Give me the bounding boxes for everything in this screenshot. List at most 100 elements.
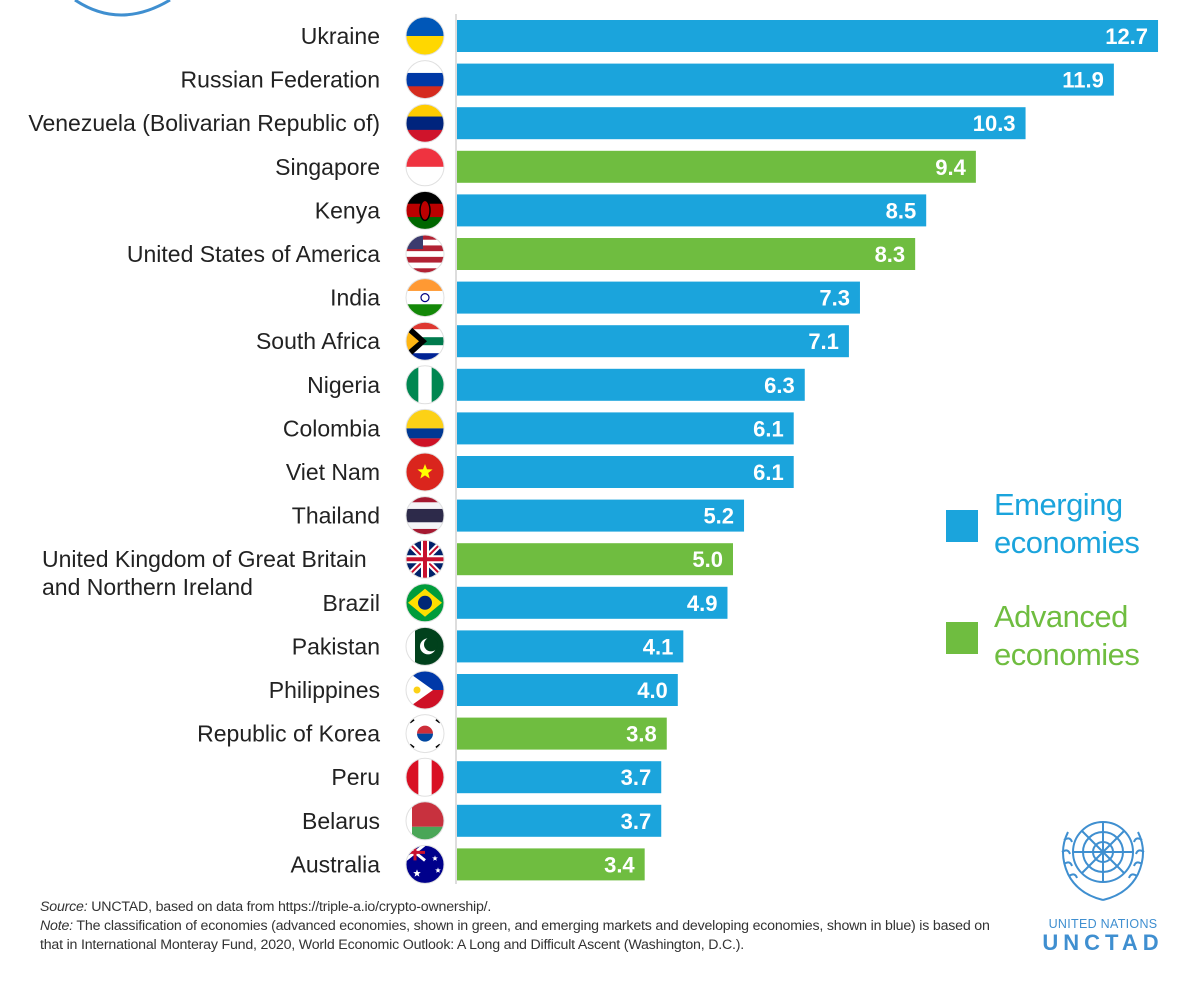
category-label: Brazil — [322, 590, 380, 616]
nigeria-flag-icon — [405, 365, 445, 405]
category-label: Viet Nam — [286, 459, 380, 485]
uk-flag-icon — [405, 539, 445, 579]
philippines-flag-icon — [405, 670, 445, 710]
bar-value-label: 4.9 — [687, 591, 718, 616]
bar-value-label: 4.1 — [643, 634, 674, 659]
legend-label: Emerging economies — [994, 487, 1140, 560]
un-emblem-icon — [1061, 821, 1145, 901]
bar-emerging — [457, 674, 678, 706]
top-corner-logo-arc — [74, 0, 171, 17]
category-label: Australia — [291, 851, 381, 877]
category-labels: Ukraine Russian Federation Venezuela (Boli… — [28, 23, 380, 877]
bar-value-label: 8.3 — [875, 242, 906, 267]
bar-value-label: 8.5 — [886, 198, 917, 223]
category-label: Belarus — [302, 808, 380, 834]
korea-flag-icon — [405, 714, 445, 754]
category-label: India — [330, 285, 380, 311]
bar-advanced — [457, 848, 645, 881]
flag-icons — [405, 16, 445, 884]
note-text: The classification of economies (advance… — [40, 918, 990, 953]
russia-flag-icon — [405, 60, 445, 100]
category-label: United Kingdom of Great Britain and North… — [42, 546, 367, 600]
source-lead: Source: — [40, 899, 88, 915]
bar-emerging — [457, 586, 728, 619]
bar-emerging — [457, 412, 794, 445]
bar-value-label: 3.8 — [626, 722, 657, 747]
bar-value-label: 7.1 — [808, 329, 839, 354]
category-label: Philippines — [269, 677, 380, 703]
unctad-text: UNCTAD — [1042, 930, 1164, 955]
category-label: United States of America — [127, 241, 380, 267]
unctad-logo: UNITED NATIONS UNCTAD — [1028, 802, 1178, 955]
bar-emerging — [457, 630, 684, 663]
bar-value-label: 10.3 — [973, 111, 1016, 136]
bar-emerging — [457, 761, 662, 794]
bar-emerging — [457, 63, 1114, 96]
venezuela-flag-icon — [405, 103, 445, 143]
source-note: Source: UNCTAD, based on data from https… — [40, 898, 1010, 917]
category-label: Venezuela (Bolivarian Republic of) — [28, 110, 380, 136]
category-label: Nigeria — [307, 372, 380, 398]
belarus-flag-icon — [405, 801, 445, 841]
bar-emerging — [457, 281, 860, 314]
source-text: UNCTAD, based on data from https://tripl… — [87, 899, 492, 915]
bar-emerging — [457, 325, 849, 358]
bar-advanced — [457, 150, 976, 183]
classification-note: Note: The classification of economies (a… — [40, 917, 1010, 955]
legend-swatch — [946, 622, 978, 654]
bar-emerging — [457, 107, 1026, 140]
category-label: Peru — [331, 764, 380, 790]
category-label: Kenya — [315, 197, 380, 223]
peru-flag-icon — [405, 757, 445, 797]
category-label: Republic of Korea — [197, 721, 380, 747]
australia-flag-icon — [405, 844, 445, 884]
bar-value-label: 6.3 — [764, 373, 795, 398]
bar-emerging — [457, 804, 662, 837]
category-label: Singapore — [275, 154, 380, 180]
bar-value-label: 7.3 — [819, 286, 850, 311]
bar-value-label: 12.7 — [1105, 24, 1148, 49]
vietnam-flag-icon — [405, 452, 445, 492]
thailand-flag-icon — [405, 496, 445, 536]
legend-swatch — [946, 510, 978, 542]
brazil-flag-icon — [405, 583, 445, 623]
kenya-flag-icon — [405, 190, 445, 230]
colombia-flag-icon — [405, 408, 445, 448]
bar-advanced — [457, 238, 916, 270]
category-label: Thailand — [292, 503, 380, 529]
india-flag-icon — [405, 278, 445, 318]
bar-value-label: 5.2 — [703, 504, 734, 529]
category-label: Colombia — [283, 415, 380, 441]
bar-emerging — [457, 368, 805, 401]
bar-value-label: 3.4 — [604, 852, 635, 877]
south-africa-flag-icon — [405, 321, 445, 361]
note-lead: Note: — [40, 918, 73, 934]
bar-value-label: 6.1 — [753, 416, 784, 441]
bar-value-label: 4.0 — [637, 678, 668, 703]
ukraine-flag-icon — [405, 16, 445, 56]
bar-value-label: 9.4 — [935, 155, 966, 180]
bar-chart: Ukraine Russian Federation Venezuela (Boli… — [28, 14, 1159, 884]
bar-emerging — [457, 499, 745, 532]
bar-emerging — [457, 20, 1159, 52]
singapore-flag-icon — [405, 147, 445, 187]
un-name-text: UNITED NATIONS — [1048, 917, 1158, 931]
bar-value-label: 6.1 — [753, 460, 784, 485]
category-label-line: and Northern Ireland — [42, 574, 253, 600]
bars: 12.711.9 10.3 9.4 8.5 8.3 7.3 7.1 6.3 6.1 6.1 5.2 5… — [457, 20, 1159, 881]
legend-label: Advanced economies — [994, 599, 1140, 672]
footnotes: Source: UNCTAD, based on data from https… — [40, 898, 1010, 955]
bar-value-label: 5.0 — [692, 547, 723, 572]
category-label: South Africa — [256, 328, 380, 354]
category-label: Pakistan — [292, 633, 380, 659]
bar-emerging — [457, 194, 927, 227]
pakistan-flag-icon — [405, 626, 445, 666]
bar-emerging — [457, 456, 794, 488]
category-label-line: United Kingdom of Great Britain — [42, 546, 367, 572]
usa-flag-icon — [405, 234, 445, 274]
category-label: Russian Federation — [181, 67, 380, 93]
bar-advanced — [457, 717, 667, 750]
bar-value-label: 11.9 — [1062, 68, 1104, 93]
category-label: Ukraine — [301, 23, 380, 49]
bar-value-label: 3.7 — [621, 809, 652, 834]
